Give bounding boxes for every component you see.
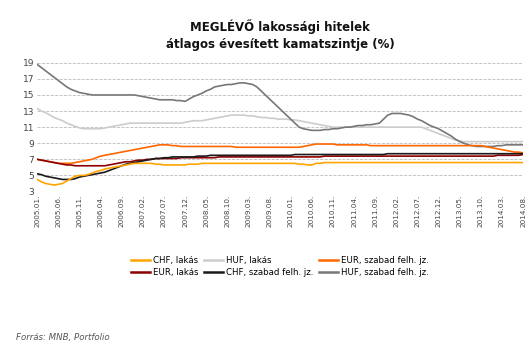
Legend: CHF, lakás, EUR, lakás, HUF, lakás, CHF, szabad felh. jz., EUR, szabad felh. jz.: CHF, lakás, EUR, lakás, HUF, lakás, CHF,… — [127, 253, 433, 280]
Text: Forrás: MNB, Portfolio: Forrás: MNB, Portfolio — [16, 333, 109, 342]
Title: MEGLÉVŐ lakossági hitelek
átlagos évesített kamatszintje (%): MEGLÉVŐ lakossági hitelek átlagos évesít… — [166, 19, 395, 51]
